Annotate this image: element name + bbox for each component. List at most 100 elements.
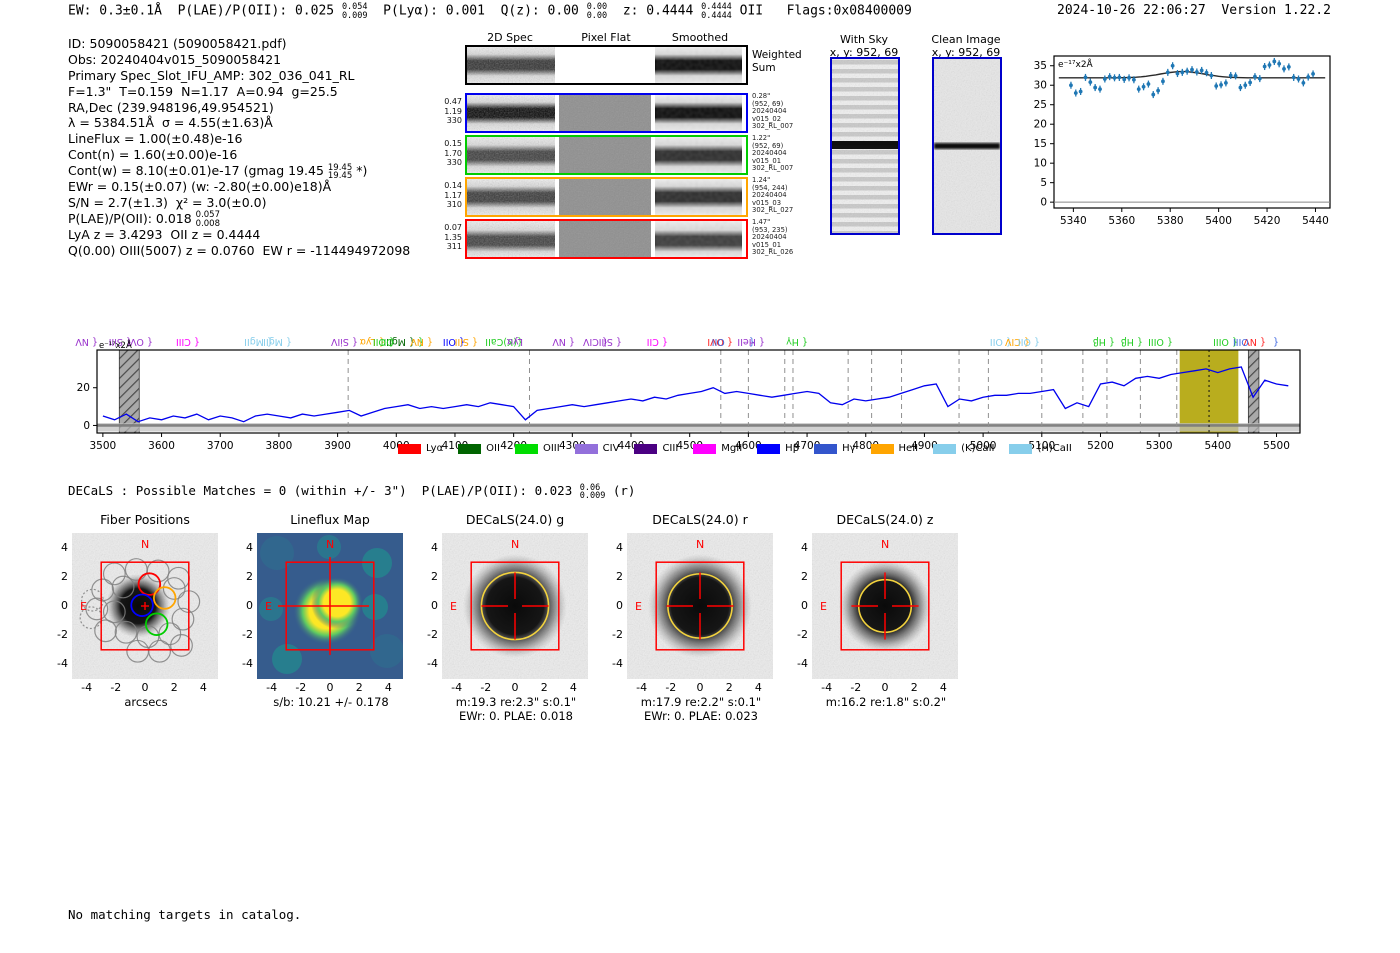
- info-line: RA,Dec (239.948196,49.954521): [68, 100, 410, 116]
- text-segment: Primary Spec_Slot_IFU_AMP: 302_036_041_R…: [68, 67, 355, 83]
- row-scale-labels: 0.07 1.35 311: [437, 223, 462, 252]
- decorative: 5400: [1204, 440, 1231, 452]
- decorative: 3900: [324, 440, 351, 452]
- decorative: [1228, 73, 1233, 78]
- x-axis-tick: 2: [540, 681, 548, 694]
- spectrum-legend: Lyα OII OIII CIV CIII MgII Hβ Hγ HeII (K)CaII (H)C…: [398, 443, 1072, 454]
- decorative: [102, 600, 126, 624]
- annotation-line: 1.24": [752, 176, 771, 184]
- decorative: [655, 221, 742, 257]
- decorative: [146, 559, 170, 583]
- y-axis-tick: -4: [797, 657, 808, 671]
- scale-value: 1.70: [444, 148, 462, 158]
- decorative: [1069, 83, 1073, 88]
- decorative: [171, 607, 195, 631]
- legend-entry: (H)CaII: [1009, 443, 1072, 454]
- legend-label: Hγ: [842, 443, 856, 454]
- annotation-line: v015_01: [752, 156, 782, 165]
- panel-xlabel2: EWr: 0. PLAE: 0.018: [459, 709, 573, 723]
- annotation-line: (953, 235): [752, 225, 788, 234]
- legend-swatch: [870, 443, 894, 454]
- annotation-line: 302_RL_007: [752, 164, 794, 173]
- decorative: 0.00: [586, 2, 608, 12]
- decorative: 0.009: [579, 491, 606, 501]
- decorative: [1296, 77, 1301, 81]
- decorative: [1156, 88, 1161, 93]
- spec2d-row: [465, 135, 748, 175]
- decorative: 5340: [1060, 215, 1087, 227]
- scale-value: 0.15: [444, 139, 462, 148]
- decorative: [1277, 61, 1282, 66]
- text-segment: z: 0.4444: [607, 3, 702, 19]
- legend-label: MgII: [721, 443, 743, 454]
- decorative: [1098, 87, 1102, 92]
- annotation-line: 1.47": [752, 218, 771, 226]
- decorative: [1127, 75, 1131, 80]
- y-axis-tick: 0: [801, 599, 808, 612]
- legend-entry: Lyα: [398, 443, 443, 454]
- decorative: [1257, 76, 1262, 81]
- decorative: [153, 586, 177, 610]
- text-segment: EW: 0.3±0.1Å P(LAE)/P(OII): 0.025: [68, 3, 342, 19]
- x-axis-tick: -4: [451, 681, 463, 694]
- decorative: E: [820, 600, 827, 613]
- decorative: [97, 423, 1300, 432]
- decorative: [1223, 80, 1228, 85]
- decorative: [467, 47, 555, 83]
- decorative: [1102, 77, 1107, 81]
- decorative: [470, 561, 560, 651]
- legend-swatch: [933, 443, 957, 454]
- decorative: [317, 535, 341, 559]
- info-line: ID: 5090058421 (5090058421.pdf): [68, 36, 410, 52]
- x-axis-tick: -4: [266, 681, 278, 694]
- decorative: [1131, 77, 1136, 82]
- stacked-error-values: 0.054 0.009: [342, 3, 368, 20]
- text-segment: Cont(n) = 1.60(±0.00)e-16: [68, 147, 238, 163]
- stacked-error-values: 0.06 0.009: [579, 483, 606, 501]
- x-axis-tick: -2: [665, 681, 677, 694]
- decorative: [480, 571, 550, 641]
- legend-entry: HeII: [870, 443, 918, 454]
- annotation-line: 302_RL_026: [752, 248, 794, 257]
- x-axis-tick: 0: [511, 681, 519, 694]
- decorative: [1083, 75, 1088, 80]
- y-axis-tick: -2: [57, 628, 68, 642]
- x-axis-tick: 4: [384, 681, 392, 694]
- decorative: 0: [1040, 197, 1047, 209]
- lineflux-map-image: NE: [257, 533, 403, 679]
- decorative: E: [635, 600, 642, 613]
- decorative: [1286, 65, 1291, 69]
- decorative: 19.45: [327, 171, 353, 182]
- legend-entry: Hγ: [814, 443, 856, 454]
- decorative: 3800: [266, 440, 293, 452]
- legend-entry: MgII: [693, 443, 742, 454]
- scale-value: 1.35: [444, 232, 462, 242]
- scale-value: 1.19: [444, 106, 462, 116]
- y-axis-tick: -2: [612, 628, 623, 642]
- y-axis-tick: 2: [801, 569, 808, 583]
- header-summary-line: EW: 0.3±0.1Å P(LAE)/P(OII): 0.025 0.054 0…: [68, 3, 912, 20]
- text-segment: λ = 5384.51Å σ = 4.55(±1.63)Å: [68, 115, 273, 131]
- row-fiber-annotation: 0.28" (952, 69) 20240404 v015_02 302_RL_007: [752, 92, 793, 131]
- decorative: [1253, 74, 1257, 79]
- y-axis-tick: -2: [242, 628, 253, 642]
- x-axis-tick: 0: [696, 681, 704, 694]
- x-axis-tick: 4: [939, 681, 947, 694]
- x-axis-tick: -2: [480, 681, 492, 694]
- x-axis-tick: 4: [754, 681, 762, 694]
- panel-xlabel2: EWr: 0. PLAE: 0.023: [644, 709, 758, 723]
- legend-label: Hβ: [785, 443, 800, 454]
- x-axis-tick: 2: [170, 681, 178, 694]
- footer-notes: No matching targets in catalog. Row inte…: [68, 876, 301, 953]
- decorative: [1151, 92, 1156, 97]
- decorative: [1311, 72, 1315, 76]
- decorative: [1233, 73, 1238, 78]
- annotation-line: 0.28": [752, 92, 771, 100]
- annotation-line: (952, 69): [752, 141, 784, 150]
- decorative: [259, 597, 283, 621]
- decorative: [1262, 64, 1267, 69]
- text-segment: S/N = 2.7(±1.3) χ² = 3.0(±0.0): [68, 194, 267, 210]
